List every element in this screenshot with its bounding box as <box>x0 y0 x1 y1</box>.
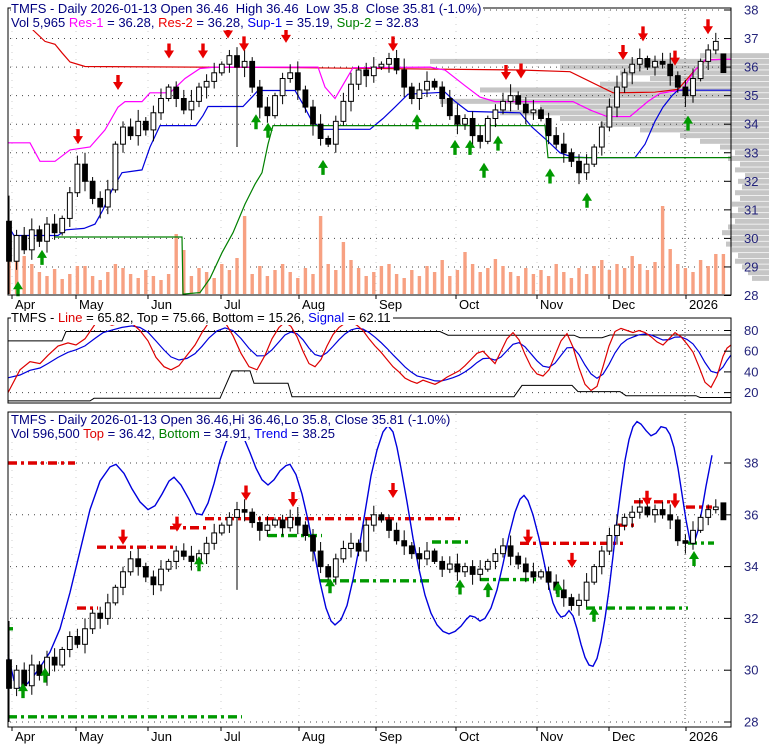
oscillator-grid <box>10 320 730 402</box>
svg-text:80: 80 <box>744 323 758 338</box>
svg-text:36: 36 <box>744 60 758 75</box>
svg-text:Sep: Sep <box>379 297 402 312</box>
svg-text:Aug: Aug <box>302 729 325 744</box>
svg-text:2026: 2026 <box>689 297 718 312</box>
svg-text:38: 38 <box>744 3 758 18</box>
svg-text:30: 30 <box>744 663 758 678</box>
legend-segment: = 35.19, <box>282 15 337 30</box>
price-candles <box>6 32 727 294</box>
oscillator-axes: 80 60 40 20 <box>7 317 758 404</box>
svg-text:May: May <box>79 729 104 744</box>
legend-segment: Bottom <box>158 426 200 441</box>
svg-text:Nov: Nov <box>540 297 564 312</box>
legend-segment: = 65.82, Top = 75.66, Bottom = 15.26, <box>82 310 309 325</box>
svg-text:Jul: Jul <box>224 297 241 312</box>
svg-text:Aug: Aug <box>302 297 325 312</box>
legend-segment: = 32.83 <box>371 15 419 30</box>
svg-text:Sep: Sep <box>379 729 402 744</box>
svg-text:60: 60 <box>744 344 758 359</box>
svg-text:35: 35 <box>744 88 758 103</box>
svg-text:34: 34 <box>744 559 758 574</box>
oscillator-lines <box>7 317 732 402</box>
svg-text:Apr: Apr <box>15 297 36 312</box>
svg-text:2026: 2026 <box>689 729 718 744</box>
svg-text:Jun: Jun <box>151 729 172 744</box>
legend-segment: Top <box>83 426 105 441</box>
trend-line <box>7 420 713 690</box>
legend-segment: = 36.28, <box>103 15 159 30</box>
svg-text:40: 40 <box>744 364 758 379</box>
trend-axes: 38 36 34 32 30 28 Apr May Jun Jul Aug Sep Oct Nov Dec 2… <box>7 411 758 744</box>
svg-text:Oct: Oct <box>459 297 480 312</box>
legend-segment: Line <box>57 310 83 325</box>
legend-segment: = 38.25 <box>287 426 335 441</box>
svg-text:33: 33 <box>744 145 758 160</box>
svg-text:37: 37 <box>744 31 758 46</box>
svg-text:Nov: Nov <box>540 729 564 744</box>
svg-text:30: 30 <box>744 231 758 246</box>
price-panel-title: TMFS - Daily 2026-01-13 Open 36.46 High … <box>11 1 484 16</box>
svg-text:20: 20 <box>744 385 758 400</box>
legend-segment: TMFS - <box>11 310 58 325</box>
legend-segment: = 36.28, <box>192 15 248 30</box>
svg-text:32: 32 <box>744 174 758 189</box>
volume-profile <box>430 53 769 281</box>
svg-text:36: 36 <box>744 507 758 522</box>
legend-segment: = 36.42, <box>104 426 159 441</box>
legend-segment: Vol 5,965 <box>11 15 69 30</box>
legend-segment: = 62.11 <box>344 310 391 325</box>
legend-segment: Res-2 <box>158 15 193 30</box>
svg-text:Jun: Jun <box>151 297 172 312</box>
trend-signal-arrows <box>18 482 699 699</box>
legend-segment: Res-1 <box>68 15 104 30</box>
svg-text:Dec: Dec <box>612 297 636 312</box>
legend-segment: Sup-1 <box>247 15 283 30</box>
trend-panel-legend: Vol 596,500 Top = 36.42, Bottom = 34.91,… <box>11 427 337 441</box>
svg-text:Apr: Apr <box>15 729 36 744</box>
svg-text:29: 29 <box>744 259 758 274</box>
legend-segment: Signal <box>308 310 345 325</box>
svg-text:31: 31 <box>744 202 758 217</box>
price-signal-arrows <box>13 19 713 297</box>
svg-text:32: 32 <box>744 611 758 626</box>
legend-segment: Trend <box>254 426 288 441</box>
price-panel-legend: Vol 5,965 Res-1 = 36.28, Res-2 = 36.28, … <box>11 16 421 30</box>
svg-text:Dec: Dec <box>612 729 636 744</box>
svg-text:28: 28 <box>744 288 758 303</box>
svg-text:May: May <box>79 297 104 312</box>
svg-text:34: 34 <box>744 117 758 132</box>
legend-segment: = 34.91, <box>199 426 255 441</box>
legend-segment: Sup-2 <box>336 15 372 30</box>
legend-segment: Vol 596,500 <box>11 426 84 441</box>
price-grid <box>10 9 730 294</box>
svg-text:28: 28 <box>744 715 758 730</box>
price-axes: 38 37 36 35 34 33 32 31 30 29 28 Apr May Jun Jul Aug Sep… <box>7 3 758 312</box>
trend-grid <box>10 414 730 726</box>
svg-text:Jul: Jul <box>224 729 241 744</box>
oscillator-panel-legend: TMFS - Line = 65.82, Top = 75.66, Bottom… <box>11 311 393 325</box>
trend-panel-title: TMFS - Daily 2026-01-13 Open 36.46,Hi 36… <box>11 412 453 427</box>
volume-bars <box>7 206 726 294</box>
trend-candles <box>6 497 727 722</box>
svg-text:Oct: Oct <box>459 729 480 744</box>
svg-text:38: 38 <box>744 456 758 471</box>
